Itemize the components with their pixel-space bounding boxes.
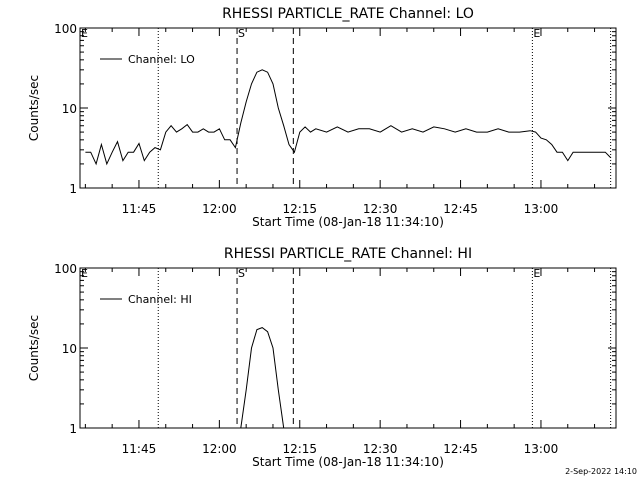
y-axis-label: Counts/sec [27,75,41,141]
series-line [240,327,285,429]
marker-label: E [81,267,88,280]
x-tick-label: 12:30 [363,442,398,456]
x-tick-label: 11:45 [122,202,157,216]
y-axis-label: Counts/sec [27,315,41,381]
lo-channel-panel: RHESSI PARTICLE_RATE Channel: LO Start Ti… [27,6,617,229]
x-axis-label: Start Time (08-Jan-18 11:34:10) [252,455,444,469]
x-axis-label: Start Time (08-Jan-18 11:34:10) [252,215,444,229]
y-tick-label: 100 [54,262,77,276]
x-tick-label: 12:00 [202,442,237,456]
series-line [85,69,611,166]
y-tick-label: 100 [54,22,77,36]
x-tick-label: 13:00 [524,202,559,216]
marker-label: E [533,27,540,40]
x-tick-label: 12:45 [443,442,478,456]
marker-label: S [238,267,245,280]
legend-label: Channel: LO [128,53,195,66]
y-tick-label: 1 [69,422,77,436]
hi-channel-panel: RHESSI PARTICLE_RATE Channel: HI Start Ti… [27,246,617,469]
x-tick-label: 13:00 [524,442,559,456]
date-stamp: 2-Sep-2022 14:10 [565,467,637,476]
x-tick-label: 12:00 [202,202,237,216]
x-tick-label: 12:30 [363,202,398,216]
y-tick-label: 10 [62,102,77,116]
legend-label: Channel: HI [128,293,192,306]
chart-title: RHESSI PARTICLE_RATE Channel: LO [222,6,474,22]
x-tick-label: 12:15 [282,202,317,216]
marker-label: S [238,27,245,40]
x-tick-label: 12:15 [282,442,317,456]
chart-title: RHESSI PARTICLE_RATE Channel: HI [224,246,472,262]
y-tick-label: 1 [69,182,77,196]
marker-label: E [533,267,540,280]
marker-label: E [81,27,88,40]
x-tick-label: 12:45 [443,202,478,216]
y-tick-label: 10 [62,342,77,356]
x-tick-label: 11:45 [122,442,157,456]
